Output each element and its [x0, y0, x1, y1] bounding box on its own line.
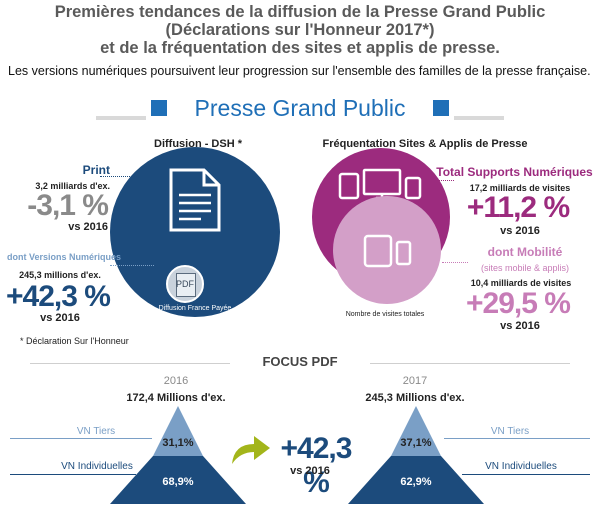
- banner-divider-right: [454, 116, 504, 120]
- indiv-2017: 62,9%: [400, 476, 432, 488]
- frequentation-circle-caption: Nombre de visites totales: [345, 311, 425, 318]
- growth-arrow-icon: [232, 436, 270, 464]
- vn-tiers-label-left: VN Tiers: [76, 426, 116, 437]
- vn-count: 245,3 millions d'ex.: [19, 270, 101, 280]
- devices-icon: [338, 168, 422, 200]
- frequentation-heading: Fréquentation Sites & Applis de Presse: [322, 138, 528, 150]
- total-vs: vs 2016: [500, 225, 540, 237]
- growth-vs: vs 2016: [290, 465, 330, 477]
- tiers-2016: 31,1%: [162, 437, 194, 449]
- mobile-sub: (sites mobile & applis): [480, 263, 570, 273]
- total-connector: [430, 180, 454, 181]
- pyramid-2016-tiers: [153, 406, 203, 456]
- vn-label: dont Versions Numériques: [6, 252, 122, 262]
- indiv-2016: 68,9%: [162, 476, 194, 488]
- mobile-change: +29,5 %: [466, 287, 571, 320]
- print-change: -3,1 %: [27, 189, 109, 222]
- vn-indiv-label-left: VN Individuelles: [61, 461, 133, 472]
- mobile-connector: [442, 262, 468, 263]
- page-title: Premières tendances de la diffusion de l…: [0, 3, 600, 57]
- title-line-3: et de la fréquentation des sites et appl…: [100, 39, 500, 57]
- growth-value: +42,3 %: [280, 432, 353, 499]
- banner-square-left: [151, 100, 167, 116]
- print-connector: [100, 176, 140, 177]
- footnote: * Déclaration Sur l'Honneur: [20, 336, 129, 346]
- diffusion-circle: PDF Diffusion France Payée: [110, 147, 280, 317]
- focus-divider-left: [30, 363, 230, 364]
- vn-connector: [110, 265, 154, 266]
- total-count: 17,2 milliards de visites: [469, 183, 571, 193]
- focus-heading: FOCUS PDF: [262, 354, 338, 369]
- vn-vs: vs 2016: [40, 312, 80, 324]
- year-2016: 2016: [163, 375, 189, 387]
- mobile-devices-icon: [363, 234, 412, 268]
- total-2016: 172,4 Millions d'ex.: [126, 392, 226, 404]
- focus-divider-right: [370, 363, 570, 364]
- mobile-vs: vs 2016: [500, 320, 540, 332]
- banner-divider-left: [96, 116, 146, 120]
- banner-square-right: [433, 100, 449, 116]
- document-icon: [169, 168, 221, 232]
- vn-tiers-line-right: [444, 438, 590, 439]
- vn-tiers-line-left: [10, 438, 152, 439]
- print-label: Print: [82, 163, 110, 177]
- total-label: Total Supports Numériques: [436, 165, 593, 179]
- print-count: 3,2 milliards d'ex.: [35, 181, 110, 191]
- vn-change: +42,3 %: [6, 280, 111, 313]
- title-line-2: (Déclarations sur l'Honneur 2017*): [165, 21, 435, 39]
- diffusion-circle-caption: Diffusion France Payée: [158, 305, 232, 312]
- pyramid-2016-indiv: [110, 456, 246, 504]
- pyramid-2017-indiv: [348, 456, 484, 504]
- pyramid-2017: [348, 406, 484, 504]
- year-2017: 2017: [402, 375, 428, 387]
- mobile-count: 10,4 milliards de visites: [470, 278, 572, 288]
- banner-title: Presse Grand Public: [194, 95, 406, 121]
- title-line-1: Premières tendances de la diffusion de l…: [54, 3, 546, 21]
- pyramid-2016: [110, 406, 246, 504]
- tiers-2017: 37,1%: [400, 437, 432, 449]
- vn-tiers-label-right: VN Tiers: [490, 426, 530, 437]
- intro-text: Les versions numériques poursuivent leur…: [8, 64, 591, 78]
- mobile-circle: [333, 196, 441, 304]
- pyramid-2017-tiers: [391, 406, 441, 456]
- vn-indiv-line-right: [462, 474, 590, 475]
- vn-indiv-label-right: VN Individuelles: [485, 461, 557, 472]
- diffusion-heading: Diffusion - DSH *: [154, 138, 242, 150]
- pdf-icon: PDF: [166, 265, 204, 303]
- total-change: +11,2 %: [466, 191, 570, 224]
- mobile-label: dont Mobilité: [487, 245, 563, 259]
- print-vs: vs 2016: [68, 221, 108, 233]
- vn-indiv-line-left: [10, 474, 136, 475]
- total-2017: 245,3 Millions d'ex.: [365, 392, 465, 404]
- section-banner: Presse Grand Public: [96, 95, 504, 122]
